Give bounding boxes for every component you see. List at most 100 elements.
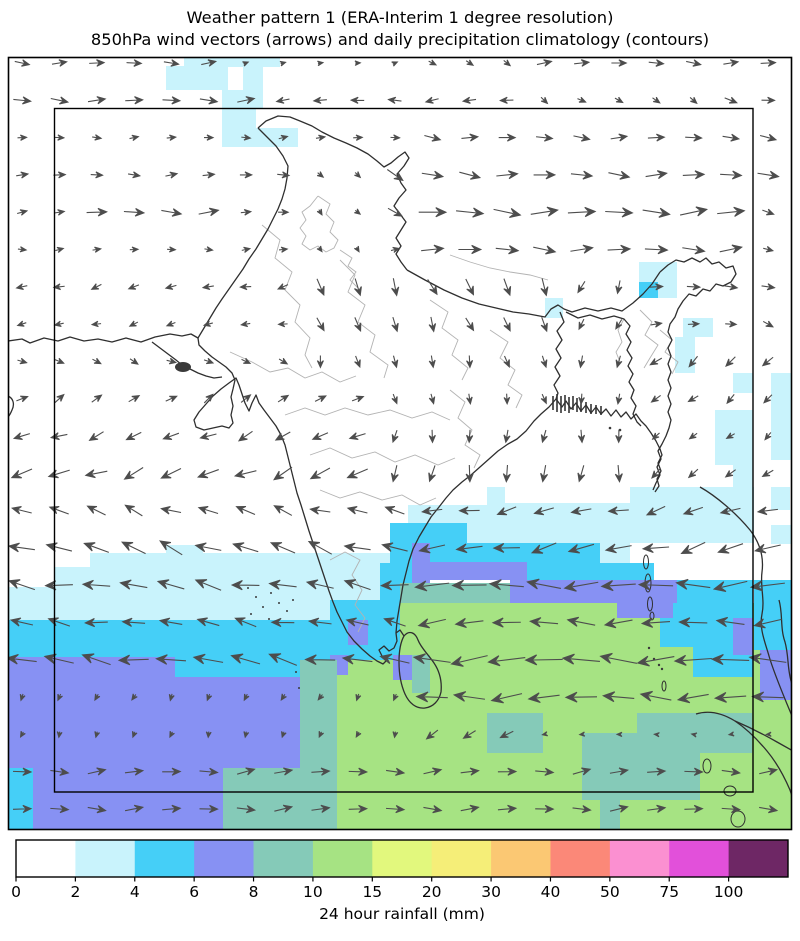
wind-arrow (724, 96, 738, 104)
wind-arrow (317, 171, 325, 178)
wind-arrow (649, 283, 664, 291)
wind-arrow (527, 692, 560, 704)
wind-arrow (17, 134, 28, 141)
wind-arrow (230, 580, 260, 591)
wind-arrow (268, 579, 297, 590)
colorbar-tick-label: 100 (714, 883, 744, 901)
precip-cell (487, 713, 543, 753)
wind-arrow (315, 134, 327, 141)
wind-arrow (239, 171, 254, 179)
wind-arrow (540, 429, 548, 444)
wind-arrow (202, 171, 216, 179)
precip-cell (771, 373, 791, 460)
wind-arrow (169, 730, 175, 739)
wind-arrow (427, 279, 438, 296)
precip-cell (771, 487, 790, 510)
wind-arrow (278, 246, 289, 253)
precip-cell (683, 318, 713, 337)
colorbar-tick-label: 30 (481, 883, 501, 901)
wind-arrow (269, 542, 296, 554)
wind-arrow (727, 731, 735, 737)
wind-arrow (155, 654, 187, 665)
colorbar-tick-label: 15 (362, 883, 382, 901)
wind-arrow (274, 804, 294, 813)
wind-arrow (165, 320, 176, 327)
wind-arrow (349, 96, 365, 104)
wind-arrow (753, 618, 782, 629)
precip-cell (300, 660, 337, 830)
wind-arrow (490, 692, 523, 704)
wind-arrow (535, 133, 554, 142)
wind-arrow (348, 804, 369, 814)
precip-cell (505, 503, 600, 543)
wind-arrow (57, 693, 63, 702)
wind-arrow (748, 653, 787, 665)
wind-arrow (203, 357, 215, 365)
state-boundary (429, 299, 469, 381)
wind-arrow (676, 692, 709, 704)
wind-arrow (281, 731, 287, 739)
wind-arrow (533, 506, 554, 516)
wind-arrow (8, 579, 36, 591)
wind-arrow (535, 804, 555, 814)
wind-arrow (637, 579, 674, 591)
wind-arrow (385, 804, 406, 814)
state-boundary (339, 259, 389, 379)
wind-arrow (450, 655, 488, 667)
wind-arrow (615, 355, 623, 369)
wind-arrow (428, 59, 438, 66)
wind-arrow (87, 767, 107, 776)
wind-arrow (239, 283, 252, 291)
wind-arrow (162, 804, 182, 813)
wind-arrow (160, 506, 182, 515)
wind-arrow (309, 506, 331, 515)
wind-arrow (12, 767, 33, 776)
wind-arrow (563, 580, 599, 592)
colorbar-tick-label: 50 (600, 883, 620, 901)
wind-arrow (277, 320, 288, 328)
wind-arrow (316, 317, 325, 332)
wind-arrow (417, 618, 446, 629)
wind-arrow (243, 731, 250, 739)
wind-arrow (387, 207, 404, 217)
wind-arrow (428, 316, 437, 333)
wind-arrow (387, 96, 402, 104)
wind-arrow (645, 505, 666, 516)
wind-arrow (194, 579, 222, 591)
sri-lanka-coastline (395, 629, 442, 709)
wind-arrow (354, 317, 362, 333)
wind-arrow (305, 579, 334, 590)
wind-arrow (10, 506, 32, 515)
wind-arrow (279, 60, 287, 67)
wind-arrow (760, 59, 777, 67)
wind-arrow (540, 355, 548, 369)
wind-arrow (307, 540, 333, 555)
wind-arrow (761, 469, 774, 478)
wind-arrow (465, 317, 475, 332)
wind-arrow (384, 505, 405, 515)
wind-arrow (241, 134, 252, 141)
wind-arrow (165, 395, 178, 403)
island-dots-layer (175, 362, 664, 689)
wind-arrow (54, 393, 65, 404)
wind-arrow (240, 320, 251, 328)
wind-arrow (125, 96, 144, 105)
wind-arrow (540, 393, 547, 405)
wind-arrow (202, 320, 213, 327)
wind-arrow (166, 134, 178, 141)
bengal-delta-coast (555, 398, 663, 493)
wind-arrow (234, 617, 257, 628)
wind-arrow (129, 358, 139, 365)
wind-arrow (312, 96, 327, 104)
wind-arrow (164, 283, 177, 290)
wind-arrow (168, 693, 175, 702)
wind-arrow (206, 693, 213, 702)
wind-arrow (761, 356, 774, 367)
wind-arrow (354, 208, 362, 215)
wind-arrow (275, 96, 290, 104)
wind-arrow (454, 617, 484, 629)
wind-arrow (48, 505, 69, 515)
wind-arrow (50, 96, 70, 105)
wind-arrow (762, 208, 775, 216)
wind-arrow (390, 134, 401, 141)
